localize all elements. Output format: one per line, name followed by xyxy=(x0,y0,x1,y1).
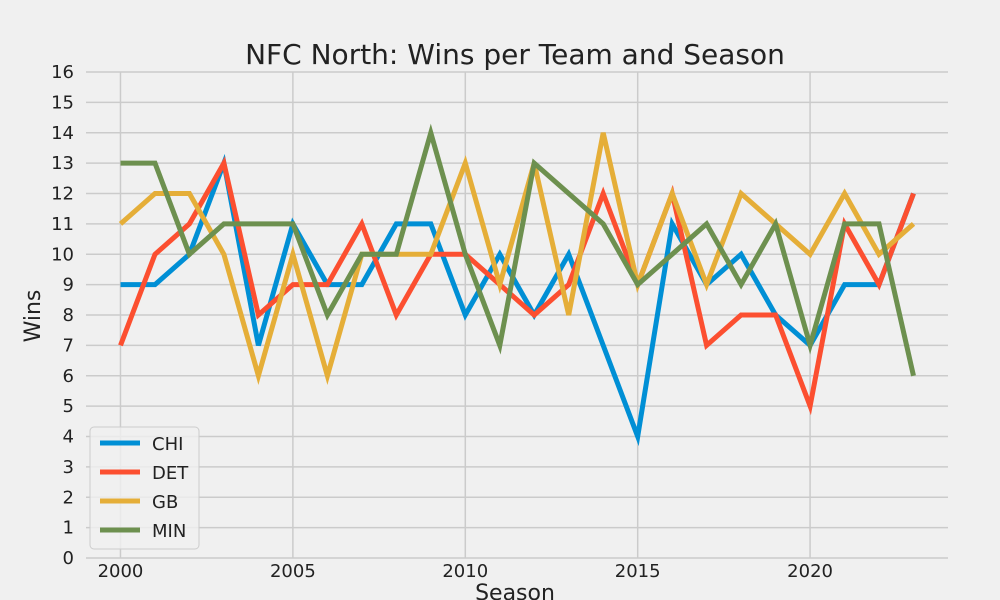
chart-title: NFC North: Wins per Team and Season xyxy=(245,38,785,71)
x-tick-label: 2000 xyxy=(98,561,144,582)
y-tick-label: 13 xyxy=(51,153,74,174)
y-tick-label: 0 xyxy=(63,548,74,569)
series-line-chi xyxy=(120,153,916,447)
y-tick-label: 3 xyxy=(63,457,74,478)
y-tick-label: 1 xyxy=(63,518,74,539)
y-tick-label: 7 xyxy=(63,335,74,356)
series-line-min xyxy=(120,123,916,377)
y-tick-label: 11 xyxy=(51,214,74,235)
x-tick-label: 2005 xyxy=(270,561,316,582)
series-line-det xyxy=(118,156,916,416)
series-lines xyxy=(118,123,916,447)
y-axis-label: Wins xyxy=(21,290,46,343)
y-tick-label: 2 xyxy=(63,487,74,508)
legend-box xyxy=(89,426,200,550)
x-tick-labels: 2000 2005 2010 2015 2020 xyxy=(98,561,833,582)
y-tick-label: 12 xyxy=(51,184,74,205)
y-tick-label: 9 xyxy=(63,275,74,296)
x-tick-label: 2010 xyxy=(442,561,488,582)
y-tick-label: 8 xyxy=(63,305,74,326)
x-tick-label: 2015 xyxy=(615,561,661,582)
legend-label-chi: CHI xyxy=(152,434,183,455)
y-tick-label: 15 xyxy=(51,92,74,113)
y-tick-label: 14 xyxy=(51,123,74,144)
legend-label-det: DET xyxy=(152,463,189,484)
y-tick-label: 16 xyxy=(51,62,74,83)
y-tick-label: 4 xyxy=(63,427,74,448)
series-line-gb xyxy=(118,132,916,385)
x-tick-label: 2020 xyxy=(787,561,833,582)
y-tick-label: 5 xyxy=(63,396,74,417)
x-axis-label: Season xyxy=(475,581,555,600)
y-tick-label: 10 xyxy=(51,244,74,265)
y-tick-label: 6 xyxy=(63,366,74,387)
legend-label-min: MIN xyxy=(152,521,186,542)
legend-label-gb: GB xyxy=(152,492,178,513)
legend: CHI DET GB MIN xyxy=(89,426,200,550)
